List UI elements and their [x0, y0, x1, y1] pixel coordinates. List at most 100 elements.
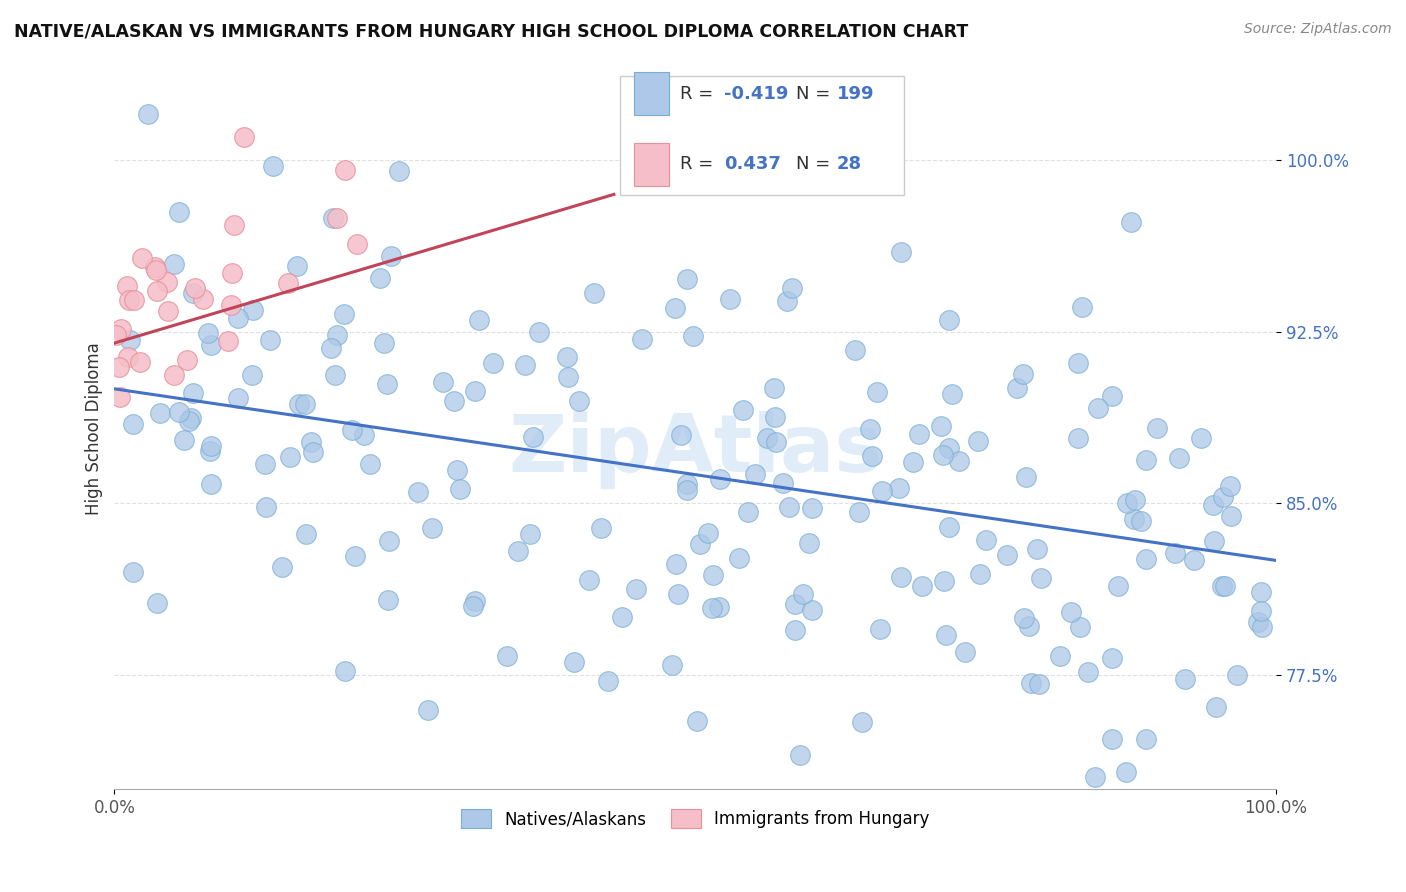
FancyBboxPatch shape: [634, 72, 668, 115]
Point: [254, 457, 277, 471]
Point: [143, 260, 166, 274]
Point: [934, 574, 956, 589]
Point: [890, 570, 912, 584]
Point: [676, 271, 699, 285]
Point: [522, 430, 544, 444]
Point: [866, 385, 889, 400]
Point: [156, 275, 179, 289]
Point: [221, 266, 243, 280]
Point: [1101, 389, 1123, 403]
Point: [117, 279, 139, 293]
Point: [322, 211, 344, 225]
Point: [197, 326, 219, 340]
Point: [278, 450, 301, 465]
Point: [333, 163, 356, 178]
Point: [686, 714, 709, 728]
Text: N =: N =: [796, 85, 837, 103]
Point: [242, 302, 264, 317]
Point: [1115, 765, 1137, 780]
Point: [463, 599, 485, 614]
Point: [1202, 498, 1225, 512]
Point: [277, 276, 299, 290]
Point: [226, 391, 249, 405]
Point: [801, 603, 824, 617]
Point: [929, 418, 952, 433]
Point: [110, 322, 132, 336]
Point: [145, 263, 167, 277]
Point: [378, 533, 401, 548]
Point: [911, 579, 934, 593]
Point: [1069, 619, 1091, 633]
Point: [612, 610, 634, 624]
Point: [995, 549, 1018, 563]
Point: [1060, 605, 1083, 619]
Point: [676, 483, 699, 498]
Point: [131, 251, 153, 265]
Point: [1250, 585, 1272, 599]
Point: [844, 343, 866, 357]
Point: [938, 441, 960, 455]
Point: [1205, 699, 1227, 714]
Point: [288, 397, 311, 411]
Point: [772, 475, 794, 490]
Point: [181, 385, 204, 400]
Point: [359, 457, 381, 471]
Point: [1247, 615, 1270, 630]
Point: [180, 410, 202, 425]
Point: [177, 414, 200, 428]
Point: [302, 444, 325, 458]
Point: [1191, 431, 1213, 445]
Point: [1219, 509, 1241, 524]
Point: [346, 236, 368, 251]
Point: [890, 244, 912, 259]
Point: [149, 406, 172, 420]
Point: [1012, 367, 1035, 381]
Point: [665, 557, 688, 571]
Point: [1119, 215, 1142, 229]
Point: [731, 403, 754, 417]
Text: 199: 199: [837, 85, 875, 103]
Point: [200, 338, 222, 352]
Point: [669, 428, 692, 442]
Point: [380, 249, 402, 263]
Point: [104, 328, 127, 343]
Point: [620, 107, 643, 121]
Point: [763, 410, 786, 425]
Point: [953, 645, 976, 659]
Point: [1212, 490, 1234, 504]
Point: [589, 521, 612, 535]
Point: [1067, 356, 1090, 370]
Point: [689, 537, 711, 551]
Point: [661, 657, 683, 672]
Point: [464, 593, 486, 607]
Point: [506, 544, 529, 558]
Point: [388, 164, 411, 178]
Point: [129, 355, 152, 369]
Point: [200, 477, 222, 491]
Point: [755, 431, 778, 445]
Point: [1029, 570, 1052, 584]
Point: [709, 599, 731, 614]
Point: [481, 356, 503, 370]
Point: [1251, 620, 1274, 634]
Point: [555, 350, 578, 364]
Point: [887, 481, 910, 495]
Point: [1101, 651, 1123, 665]
Point: [848, 505, 870, 519]
Point: [353, 428, 375, 442]
Point: [765, 434, 787, 449]
Point: [1028, 677, 1050, 691]
Point: [299, 434, 322, 449]
Point: [449, 483, 471, 497]
Point: [1084, 770, 1107, 784]
Text: R =: R =: [681, 155, 718, 173]
Point: [908, 427, 931, 442]
Point: [432, 375, 454, 389]
Point: [1135, 552, 1157, 566]
Point: [446, 463, 468, 477]
Text: N =: N =: [796, 155, 837, 173]
Point: [120, 334, 142, 348]
Point: [709, 472, 731, 486]
Text: R =: R =: [681, 85, 718, 103]
Point: [262, 159, 284, 173]
